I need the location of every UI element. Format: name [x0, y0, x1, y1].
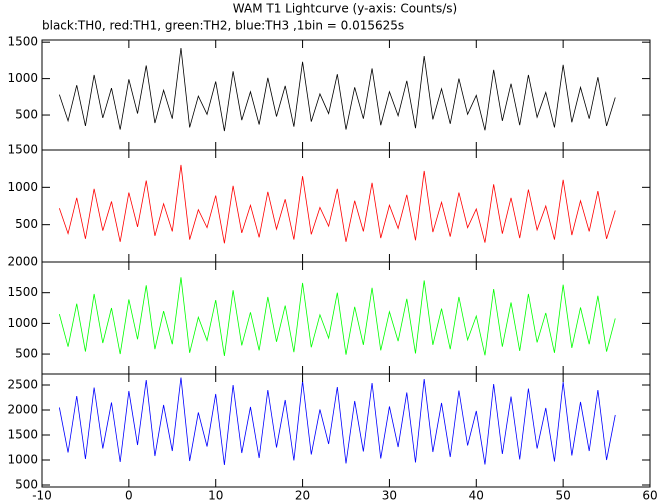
- y-tick-label: 1000: [7, 180, 38, 194]
- panel-frame: [41, 149, 651, 263]
- y-tick-label: 1000: [7, 71, 38, 85]
- y-tick-label: 1500: [7, 143, 38, 157]
- y-tick-label: 1500: [7, 285, 38, 299]
- series-line: [58, 47, 616, 132]
- chart-title: WAM T1 Lightcurve (y-axis: Counts/s): [233, 2, 457, 16]
- x-tick-label: 50: [556, 489, 571, 503]
- series-line: [58, 164, 616, 244]
- x-tick-label: 0: [125, 489, 133, 503]
- y-tick-label: 2000: [7, 403, 38, 417]
- y-tick-label: 500: [15, 108, 38, 122]
- y-tick-label: 2000: [7, 255, 38, 269]
- y-tick-label: 1500: [7, 35, 38, 49]
- y-tick-label: 500: [15, 217, 38, 231]
- y-tick-label: 1000: [7, 453, 38, 467]
- series-line: [58, 277, 616, 356]
- y-tick-label: 500: [15, 347, 38, 361]
- x-tick-label: -10: [32, 489, 52, 503]
- x-tick-label: 10: [208, 489, 223, 503]
- x-tick-label: 60: [642, 489, 657, 503]
- y-tick-label: 1000: [7, 316, 38, 330]
- series-line: [58, 377, 616, 466]
- y-tick-label: 2500: [7, 378, 38, 392]
- x-tick-label: 20: [295, 489, 310, 503]
- x-tick-label: 40: [469, 489, 484, 503]
- x-tick-label: 30: [382, 489, 397, 503]
- chart-subtitle: black:TH0, red:TH1, green:TH2, blue:TH3 …: [42, 19, 404, 33]
- panel-frame: [41, 373, 651, 488]
- y-tick-label: 500: [15, 478, 38, 492]
- y-tick-label: 1500: [7, 428, 38, 442]
